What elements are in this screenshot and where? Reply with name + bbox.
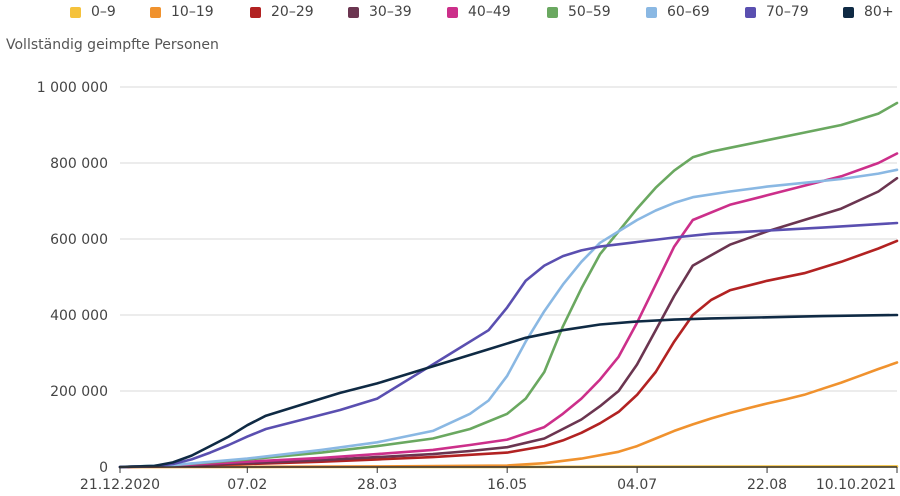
legend-swatch	[250, 6, 261, 18]
series-line-9	[118, 313, 899, 469]
legend: 0–9 10–19 20–29 30–39 40–49 50–59 60–69 70–79 80…	[0, 0, 900, 24]
legend-item[interactable]: 40–49	[447, 3, 511, 21]
y-tick-label: 600 000	[50, 232, 108, 248]
x-tick-label: 07.02	[227, 477, 267, 493]
x-tick-label: 04.07	[617, 477, 657, 493]
x-tick-label: 22.08	[747, 477, 787, 493]
legend-label: 0–9	[91, 4, 116, 20]
legend-item[interactable]: 70–79	[745, 3, 809, 21]
legend-swatch	[646, 6, 657, 18]
legend-item[interactable]: 10–19	[150, 3, 214, 21]
y-tick-label: 0	[99, 460, 108, 476]
legend-label: 30–39	[369, 4, 412, 20]
x-tick-label: 28.03	[357, 477, 397, 493]
legend-swatch	[547, 6, 558, 18]
legend-item[interactable]: 80+	[843, 3, 894, 21]
series-line-4	[118, 176, 899, 469]
legend-label: 20–29	[271, 4, 314, 20]
legend-swatch	[70, 6, 81, 18]
y-tick-label: 1 000 000	[37, 80, 108, 96]
series-line-6	[118, 101, 899, 469]
legend-swatch	[150, 6, 161, 18]
legend-label: 70–79	[766, 4, 809, 20]
legend-swatch	[348, 6, 359, 18]
legend-label: 80+	[864, 4, 894, 20]
y-tick-label: 800 000	[50, 156, 108, 172]
series-line-3	[118, 239, 899, 469]
series-line-8	[118, 221, 899, 469]
legend-item[interactable]: 20–29	[250, 3, 314, 21]
legend-item[interactable]: 30–39	[348, 3, 412, 21]
legend-label: 60–69	[667, 4, 710, 20]
legend-item[interactable]: 50–59	[547, 3, 611, 21]
legend-swatch	[447, 6, 458, 18]
y-tick-label: 400 000	[50, 308, 108, 324]
legend-label: 40–49	[468, 4, 511, 20]
x-tick-label: 10.10.2021	[816, 477, 896, 493]
legend-label: 10–19	[171, 4, 214, 20]
y-axis-label: Vollständig geimpfte Personen	[6, 37, 219, 53]
x-tick-label: 21.12.2020	[80, 477, 160, 493]
legend-swatch	[745, 6, 756, 18]
legend-swatch	[843, 6, 854, 18]
y-tick-label: 200 000	[50, 384, 108, 400]
series-line-5	[118, 152, 899, 469]
series-line-7	[118, 168, 899, 469]
legend-label: 50–59	[568, 4, 611, 20]
x-tick-label: 16.05	[487, 477, 527, 493]
legend-item[interactable]: 60–69	[646, 3, 710, 21]
legend-item[interactable]: 0–9	[70, 3, 116, 21]
series-line-2	[118, 361, 899, 469]
